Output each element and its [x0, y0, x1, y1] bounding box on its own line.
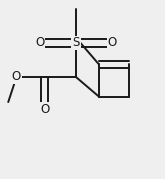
- Text: O: O: [40, 103, 49, 116]
- Text: O: O: [35, 37, 44, 49]
- Text: O: O: [12, 71, 21, 83]
- Text: O: O: [108, 37, 117, 49]
- Text: S: S: [72, 37, 80, 49]
